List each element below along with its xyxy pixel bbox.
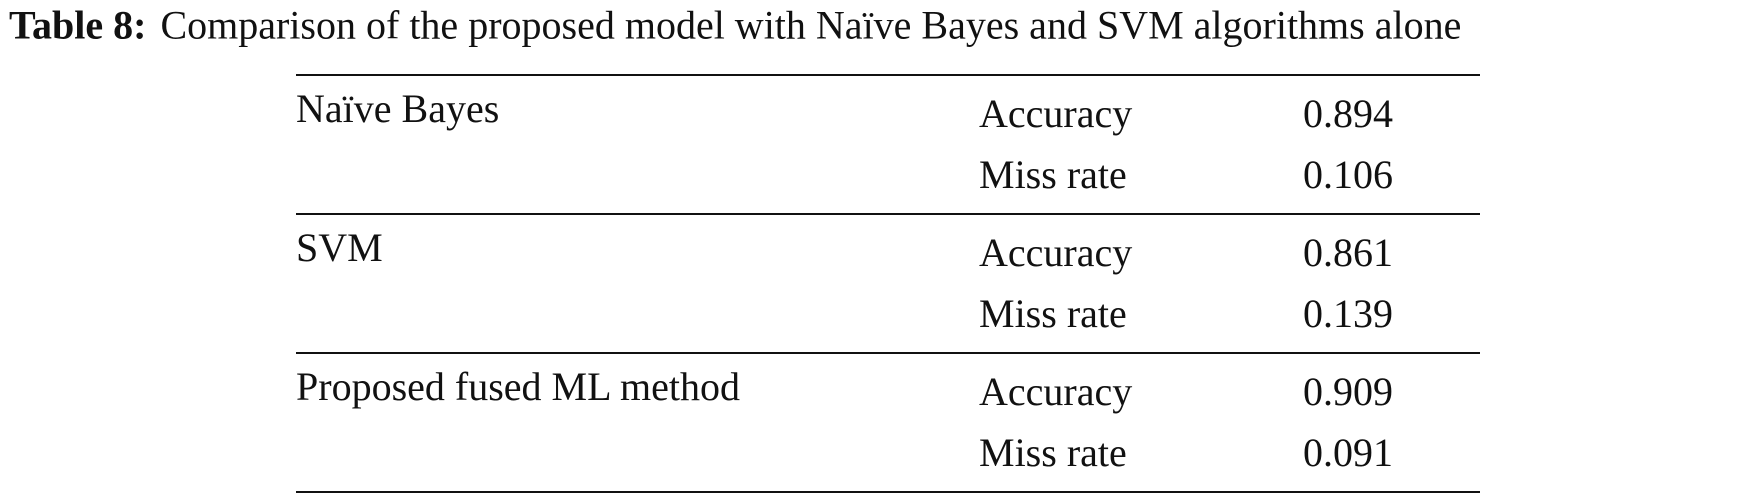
table-rule: [296, 213, 1480, 215]
table-rule: [296, 74, 1480, 76]
table-rule: [296, 352, 1480, 354]
caption-text: Comparison of the proposed model with Na…: [160, 2, 1462, 48]
metric-name: Accuracy: [979, 369, 1133, 414]
metric-name: Accuracy: [979, 230, 1133, 275]
model-name: SVM: [296, 225, 383, 270]
metric-name: Miss rate: [979, 291, 1127, 336]
metric-name: Accuracy: [979, 91, 1133, 136]
caption-label: Table 8:: [9, 2, 147, 48]
model-name: Naïve Bayes: [296, 86, 500, 131]
metric-value: 0.106: [1303, 152, 1393, 197]
metric-name: Miss rate: [979, 152, 1127, 197]
metric-value: 0.139: [1303, 291, 1393, 336]
metric-value: 0.909: [1303, 369, 1393, 414]
model-name: Proposed fused ML method: [296, 364, 741, 409]
metric-value: 0.861: [1303, 230, 1393, 275]
table-caption: Table 8: Comparison of the proposed model…: [9, 2, 1461, 49]
metric-value: 0.091: [1303, 430, 1393, 475]
metric-name: Miss rate: [979, 430, 1127, 475]
metric-value: 0.894: [1303, 91, 1393, 136]
